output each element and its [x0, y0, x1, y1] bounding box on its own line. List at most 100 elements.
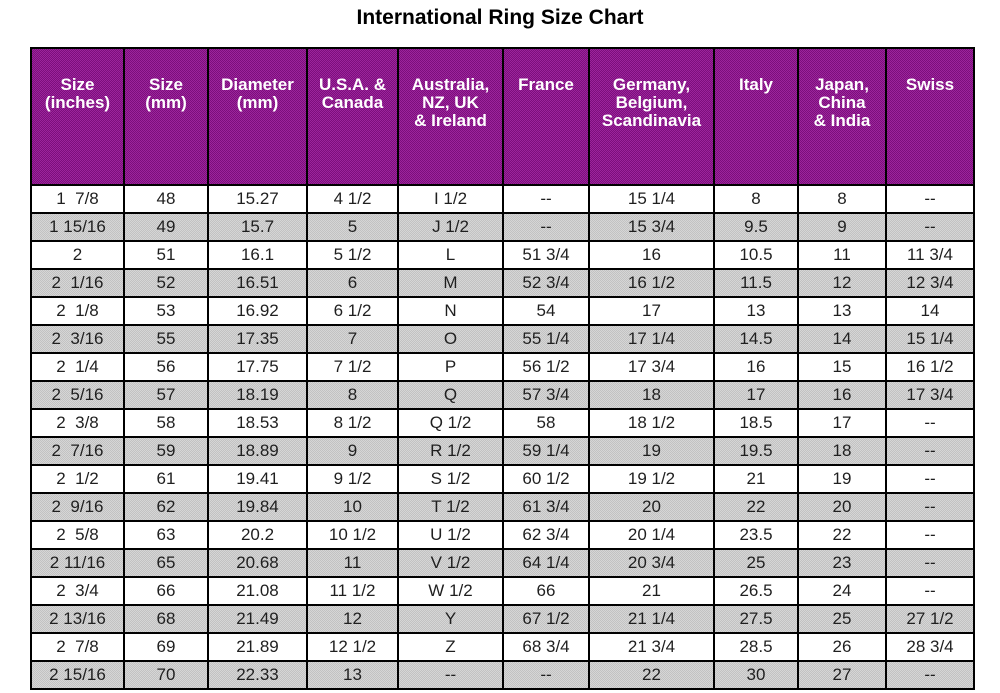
data-cell-col1: 2 3/8	[30, 408, 125, 438]
data-cell-col8: 26.5	[713, 576, 799, 606]
table-row: 2 3/8 58 18.53 8 1/2 Q 1/2 58 18 1/2 18.5 17 --	[30, 408, 975, 438]
data-cell-col10: 28 3/4	[885, 632, 975, 662]
table-row: 2 11/16 65 20.68 11 V 1/2 64 1/4 20 3/4 25 23 --	[30, 548, 975, 578]
data-cell-col8: 22	[713, 492, 799, 522]
data-cell-col5: N	[397, 296, 504, 326]
data-cell-col9: 13	[797, 296, 887, 326]
data-cell-col10: 15 1/4	[885, 324, 975, 354]
data-cell-col1: 2 1/2	[30, 464, 125, 494]
data-cell-col5: L	[397, 240, 504, 270]
data-cell-col9: 16	[797, 380, 887, 410]
data-cell-col7: 15 3/4	[588, 212, 715, 242]
data-cell-col4: 7 1/2	[306, 352, 399, 382]
column-header-9: Japan, China & India	[797, 47, 887, 186]
data-cell-col6: 58	[502, 408, 590, 438]
data-cell-col7: 16 1/2	[588, 268, 715, 298]
data-cell-col3: 16.92	[207, 296, 308, 326]
data-cell-col5: O	[397, 324, 504, 354]
data-cell-col7: 17 3/4	[588, 352, 715, 382]
data-cell-col5: --	[397, 660, 504, 690]
header-row: Size (inches) Size (mm) Diameter (mm) U.S.A…	[30, 47, 975, 186]
data-cell-col1: 2 7/16	[30, 436, 125, 466]
data-cell-col2: 69	[123, 632, 209, 662]
data-cell-col1: 2 5/8	[30, 520, 125, 550]
data-cell-col4: 7	[306, 324, 399, 354]
data-cell-col6: --	[502, 184, 590, 214]
data-cell-col8: 14.5	[713, 324, 799, 354]
data-cell-col7: 18 1/2	[588, 408, 715, 438]
data-cell-col7: 21 3/4	[588, 632, 715, 662]
data-cell-col3: 22.33	[207, 660, 308, 690]
data-cell-col4: 13	[306, 660, 399, 690]
data-cell-col5: P	[397, 352, 504, 382]
data-cell-col7: 17	[588, 296, 715, 326]
data-cell-col7: 20 3/4	[588, 548, 715, 578]
data-cell-col6: 56 1/2	[502, 352, 590, 382]
data-cell-col10: 17 3/4	[885, 380, 975, 410]
data-cell-col6: 64 1/4	[502, 548, 590, 578]
data-cell-col6: 55 1/4	[502, 324, 590, 354]
data-cell-col3: 21.89	[207, 632, 308, 662]
column-header-7: Germany, Belgium, Scandinavia	[588, 47, 715, 186]
data-cell-col5: M	[397, 268, 504, 298]
data-cell-col2: 70	[123, 660, 209, 690]
data-cell-col2: 55	[123, 324, 209, 354]
data-cell-col4: 8 1/2	[306, 408, 399, 438]
data-cell-col3: 16.51	[207, 268, 308, 298]
data-cell-col6: 62 3/4	[502, 520, 590, 550]
data-cell-col8: 13	[713, 296, 799, 326]
data-cell-col3: 20.2	[207, 520, 308, 550]
column-header-6: France	[502, 47, 590, 186]
data-cell-col3: 19.84	[207, 492, 308, 522]
data-cell-col10: --	[885, 436, 975, 466]
data-cell-col4: 5 1/2	[306, 240, 399, 270]
page-title: International Ring Size Chart	[356, 6, 644, 29]
data-cell-col6: 67 1/2	[502, 604, 590, 634]
data-cell-col7: 22	[588, 660, 715, 690]
data-cell-col7: 19 1/2	[588, 464, 715, 494]
data-cell-col7: 21 1/4	[588, 604, 715, 634]
data-cell-col3: 18.53	[207, 408, 308, 438]
data-cell-col6: --	[502, 212, 590, 242]
data-cell-col9: 23	[797, 548, 887, 578]
data-cell-col8: 21	[713, 464, 799, 494]
data-cell-col2: 51	[123, 240, 209, 270]
data-cell-col8: 9.5	[713, 212, 799, 242]
data-cell-col6: 52 3/4	[502, 268, 590, 298]
data-cell-col4: 10	[306, 492, 399, 522]
data-cell-col2: 57	[123, 380, 209, 410]
table-row: 2 5/16 57 18.19 8 Q 57 3/4 18 17 16 17 3/4	[30, 380, 975, 410]
column-header-8: Italy	[713, 47, 799, 186]
data-cell-col1: 1 7/8	[30, 184, 125, 214]
data-cell-col4: 9	[306, 436, 399, 466]
data-cell-col5: Z	[397, 632, 504, 662]
data-cell-col9: 24	[797, 576, 887, 606]
data-cell-col1: 2 1/16	[30, 268, 125, 298]
data-cell-col5: Q	[397, 380, 504, 410]
data-cell-col4: 4 1/2	[306, 184, 399, 214]
column-header-3: Diameter (mm)	[207, 47, 308, 186]
data-cell-col5: Q 1/2	[397, 408, 504, 438]
data-cell-col2: 52	[123, 268, 209, 298]
data-cell-col4: 10 1/2	[306, 520, 399, 550]
table-row: 2 3/16 55 17.35 7 O 55 1/4 17 1/4 14.5 14 15 1/4	[30, 324, 975, 354]
data-cell-col5: R 1/2	[397, 436, 504, 466]
data-cell-col9: 9	[797, 212, 887, 242]
data-cell-col5: I 1/2	[397, 184, 504, 214]
data-cell-col3: 19.41	[207, 464, 308, 494]
data-cell-col10: --	[885, 212, 975, 242]
data-cell-col1: 2	[30, 240, 125, 270]
data-cell-col2: 59	[123, 436, 209, 466]
table-row: 2 1/16 52 16.51 6 M 52 3/4 16 1/2 11.5 12 12 3/4	[30, 268, 975, 298]
data-cell-col6: 66	[502, 576, 590, 606]
data-cell-col9: 12	[797, 268, 887, 298]
data-cell-col1: 2 9/16	[30, 492, 125, 522]
data-cell-col3: 17.35	[207, 324, 308, 354]
data-cell-col10: --	[885, 464, 975, 494]
data-cell-col9: 25	[797, 604, 887, 634]
data-cell-col6: 68 3/4	[502, 632, 590, 662]
data-cell-col10: --	[885, 576, 975, 606]
data-cell-col9: 11	[797, 240, 887, 270]
data-cell-col10: 16 1/2	[885, 352, 975, 382]
